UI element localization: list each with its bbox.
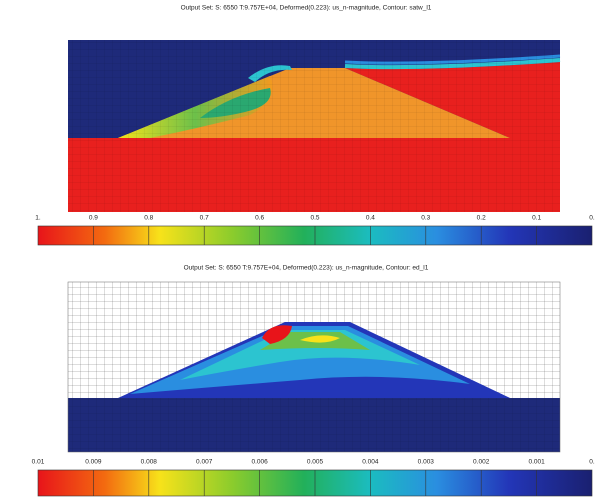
colorbar-label: 1. — [35, 215, 41, 222]
figure: Output Set: S: 6550 T:9.757E+04, Deforme… — [0, 0, 612, 501]
mesh — [68, 40, 560, 212]
panel-2: Output Set: S: 6550 T:9.757E+04, Deforme… — [32, 265, 595, 496]
colorbar-label: 0.3 — [421, 215, 430, 222]
colorbar-label: 0.007 — [196, 459, 213, 466]
colorbar-label: 0.8 — [144, 215, 153, 222]
colorbar-label: 0. — [589, 459, 595, 466]
colorbar-label: 0.6 — [255, 215, 264, 222]
colorbar-label: 0.002 — [473, 459, 490, 466]
colorbar-label: 0.005 — [307, 459, 324, 466]
colorbar-label: 0.4 — [366, 215, 375, 222]
panel-title: Output Set: S: 6550 T:9.757E+04, Deforme… — [184, 265, 429, 272]
colorbar-label: 0.01 — [32, 459, 45, 466]
colorbar-label: 0.1 — [532, 215, 541, 222]
colorbar-label: 0.9 — [89, 215, 98, 222]
colorbar-label: 0.003 — [418, 459, 435, 466]
mesh — [68, 398, 560, 452]
colorbar: 0.01 0.009 0.008 0.007 0.006 0.005 0.004 0.003 0… — [32, 459, 595, 496]
colorbar: 1. 0.9 0.8 0.7 0.6 0.5 0.4 0.3 0.2 0.1 0. — [35, 215, 595, 245]
colorbar-label: 0.5 — [310, 215, 319, 222]
colorbar-label: 0.001 — [528, 459, 545, 466]
colorbar-label: 0.7 — [200, 215, 209, 222]
panel-title: Output Set: S: 6550 T:9.757E+04, Deforme… — [181, 5, 432, 12]
panel-1: Output Set: S: 6550 T:9.757E+04, Deforme… — [35, 5, 595, 245]
colorbar-label: 0.2 — [477, 215, 486, 222]
colorbar-label: 0.004 — [362, 459, 379, 466]
colorbar-label: 0.008 — [141, 459, 158, 466]
colorbar-label: 0. — [589, 215, 595, 222]
colorbar-label: 0.009 — [85, 459, 102, 466]
colorbar-label: 0.006 — [251, 459, 268, 466]
